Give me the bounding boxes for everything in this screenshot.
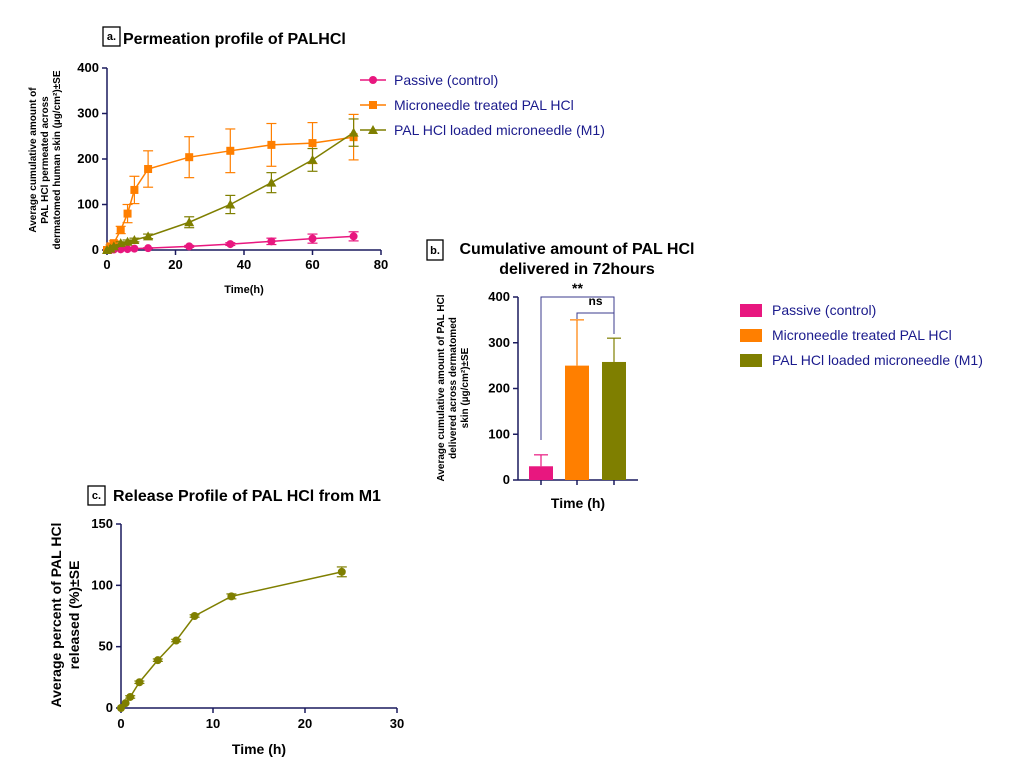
panel-a-y-label-line: dermatomed human skin (µg/cm²)±SE <box>52 70 63 249</box>
panel-b-y-tick-label: 400 <box>488 289 510 304</box>
panel-a-data-point <box>108 241 119 251</box>
panel-b-bar <box>565 365 589 480</box>
panel-a-data-point <box>185 153 194 162</box>
panel-c-data-point <box>126 692 135 701</box>
panel-c-data-point <box>121 699 130 708</box>
panel-a-x-tick-label: 80 <box>374 257 388 272</box>
panel-a-legend-marker <box>368 125 378 134</box>
panel-a-data-point <box>267 140 276 149</box>
panel-a-x-tick-label: 60 <box>305 257 319 272</box>
panel-b-legend-swatch <box>740 354 762 367</box>
panel-a-data-point <box>226 240 235 249</box>
panel-b-significance-bracket <box>576 312 615 334</box>
panel-a-y-tick-label: 300 <box>77 106 99 121</box>
panel-a-legend-marker <box>369 101 377 109</box>
panel-b-y-tick-label: 300 <box>488 335 510 350</box>
panel-b-title-line2: delivered in 72hours <box>499 261 655 278</box>
panel-c-x-tick-label: 10 <box>206 716 220 731</box>
panel-b-legend-label: Passive (control) <box>772 302 876 318</box>
panel-a-y-label-line: Average cumulative amount of <box>28 87 39 233</box>
panel-b-y-label: Average cumulative amount of PAL HCldeli… <box>436 294 471 481</box>
panel-c-y-tick-label: 150 <box>91 516 113 531</box>
panel-c-tag: c. <box>92 490 101 502</box>
panel-a-data-point <box>266 177 277 187</box>
panel-c-x-tick-label: 30 <box>390 716 404 731</box>
panel-b-y-tick-label: 0 <box>503 472 510 487</box>
panel-b-significance-label: ** <box>572 280 583 296</box>
panel-c-data-point <box>172 636 181 645</box>
panel-c-tag-box <box>87 485 106 506</box>
panel-a-x-tick-label: 40 <box>237 257 251 272</box>
panel-a-y-label-line: PAL HCl permeated across <box>40 96 51 224</box>
panel-a-y-tick-label: 0 <box>92 242 99 257</box>
panel-b-legend-swatch <box>740 329 762 342</box>
panel-a-data-point <box>185 242 194 251</box>
panel-c-y-tick-label: 100 <box>91 577 113 592</box>
panel-b-bar <box>529 466 553 480</box>
panel-a-data-point <box>144 244 153 253</box>
panel-a-data-point <box>184 217 195 227</box>
panel-a-data-point <box>348 127 359 137</box>
panel-c-data-point <box>135 678 144 687</box>
panel-c-data-point <box>153 656 162 665</box>
panel-b-bar <box>602 361 626 480</box>
panel-c-y-tick-label: 50 <box>99 639 113 654</box>
panel-a-y-label: Average cumulative amount ofPAL HCl perm… <box>28 70 63 249</box>
panel-a-data-point <box>307 154 318 164</box>
panel-c-data-point <box>337 567 346 576</box>
panel-c-x-tick-label: 20 <box>298 716 312 731</box>
panel-b-tag-box <box>426 239 444 261</box>
panel-c-y-tick-label: 0 <box>106 700 113 715</box>
panel-c-data-point <box>227 592 236 601</box>
panel-a-legend-marker <box>369 76 377 84</box>
panel-a-y-tick-label: 200 <box>77 151 99 166</box>
panel-c-y-label-line: Average percent of PAL HCl <box>48 523 64 708</box>
panel-b-legend-label: PAL HCl loaded microneedle (M1) <box>772 352 983 368</box>
panel-a-data-point <box>130 185 139 194</box>
panel-a-title: Permeation profile of PALHCl <box>123 31 346 48</box>
panel-a-data-point <box>267 237 276 246</box>
panel-b-y-label-line: delivered across dermatomed <box>448 317 459 459</box>
panel-b-y-tick-label: 200 <box>488 381 510 396</box>
panel-a-data-point <box>226 146 235 155</box>
panel-a-data-point <box>130 244 139 253</box>
panel-a-data-point <box>225 199 236 209</box>
panel-c-title: Release Profile of PAL HCl from M1 <box>113 488 381 505</box>
panel-b-significance-label: ns <box>588 294 602 308</box>
panel-a-legend-label: PAL HCl loaded microneedle (M1) <box>394 122 605 138</box>
panel-a-data-point <box>116 225 125 234</box>
panel-c-series-line <box>120 571 342 709</box>
panel-a-x-tick-label: 20 <box>168 257 182 272</box>
panel-c-x-tick-label: 0 <box>117 716 124 731</box>
panel-b-y-label-line: skin (µg/cm²)±SE <box>460 347 471 428</box>
panel-a-data-point <box>129 234 140 244</box>
panel-b-title-line1: Cumulative amount of PAL HCl <box>460 241 695 258</box>
panel-a-y-tick-label: 400 <box>77 60 99 75</box>
panel-c-y-label: Average percent of PAL HCl released (%)±S… <box>48 523 82 708</box>
panel-b-tag: b. <box>430 245 440 257</box>
panel-a-x-tick-label: 0 <box>103 257 110 272</box>
panel-c-data-point <box>190 612 199 620</box>
panel-b-y-tick-label: 100 <box>488 426 510 441</box>
panel-a-legend-label: Passive (control) <box>394 72 498 88</box>
panel-c-x-label: Time (h) <box>232 741 286 757</box>
panel-a-tag: a. <box>107 31 116 43</box>
panel-b-x-label: Time (h) <box>551 495 605 511</box>
panel-a-data-point <box>143 231 154 241</box>
panel-a-tag-box <box>102 26 121 47</box>
panel-a-data-point <box>308 234 317 243</box>
panel-a-data-point <box>144 165 153 174</box>
panel-a-x-label: Time(h) <box>224 284 264 296</box>
panel-c-y-label-line: released (%)±SE <box>66 561 82 670</box>
panel-b-legend-label: Microneedle treated PAL HCl <box>772 327 952 343</box>
panel-b-legend-swatch <box>740 304 762 317</box>
panel-a-data-point <box>308 139 317 148</box>
panel-a-data-point <box>123 209 132 218</box>
panel-a-y-tick-label: 100 <box>77 197 99 212</box>
panel-b-y-label-line: Average cumulative amount of PAL HCl <box>436 294 447 481</box>
panel-a-legend-label: Microneedle treated PAL HCl <box>394 97 574 113</box>
panel-a-data-point <box>349 232 358 241</box>
